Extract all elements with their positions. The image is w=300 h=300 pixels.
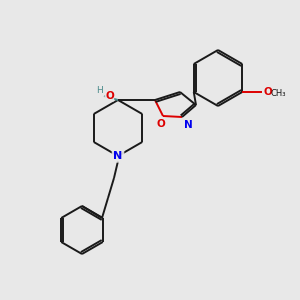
Text: N: N (184, 120, 193, 130)
Text: O: O (105, 91, 114, 101)
Text: O: O (263, 87, 272, 97)
Text: CH₃: CH₃ (270, 88, 286, 98)
Text: H: H (96, 86, 103, 95)
Text: O: O (157, 119, 165, 129)
Text: N: N (113, 151, 123, 161)
